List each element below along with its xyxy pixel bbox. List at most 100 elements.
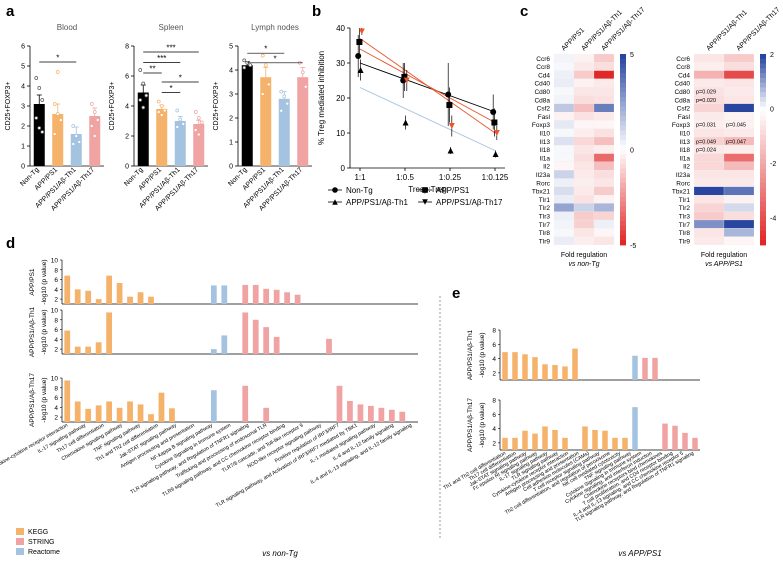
bar — [137, 292, 144, 304]
bar — [297, 77, 309, 166]
bar — [193, 124, 205, 166]
heatmap-row-label: Tlr3 — [539, 214, 551, 221]
heatmap-cell — [573, 87, 595, 96]
colorbar-segment — [760, 201, 766, 208]
row-label: APP/PS1/Aβ-Th1 — [29, 306, 36, 357]
y-axis-label: -log10 (p value) — [41, 309, 48, 354]
data-point — [193, 110, 198, 114]
bar — [85, 408, 92, 422]
data-point — [138, 98, 143, 102]
fit-line — [359, 87, 496, 151]
colorbar-segment — [620, 182, 626, 189]
heatmap-cell — [553, 153, 575, 163]
colorbar-segment — [760, 111, 766, 117]
data-point — [95, 118, 100, 122]
heatmap-cell — [573, 170, 595, 179]
heatmap-cell — [723, 211, 755, 221]
row-label: APP/PS1/Aβ-Th1 — [467, 329, 474, 380]
data-point — [74, 134, 79, 138]
data-point — [34, 76, 39, 80]
heatmap-cell — [723, 111, 755, 121]
y-tick-label: 2 — [492, 440, 496, 447]
x-tick-label: 1:0.5 — [396, 173, 414, 182]
caption: Fold regulation — [561, 252, 607, 259]
heatmap-cell — [723, 195, 755, 204]
significance-label: *** — [157, 54, 166, 63]
colorbar-segment — [760, 149, 766, 155]
data-point — [71, 124, 76, 128]
colorbar-segment — [620, 201, 626, 208]
bar — [278, 98, 290, 166]
data-point — [199, 120, 204, 125]
colorbar-segment — [760, 197, 766, 203]
heatmap-row-label: Cd8a — [534, 97, 550, 104]
heatmap-row-label: Tlr2 — [679, 205, 691, 212]
p-value: p=0.045 — [726, 123, 746, 129]
bar — [572, 348, 578, 380]
heatmap-cell — [553, 62, 575, 71]
marker-triangle-up — [402, 119, 409, 126]
bar — [137, 404, 144, 422]
heatmap-cell — [593, 203, 615, 212]
heatmap-cell — [693, 70, 725, 79]
p-value: p=0.024 — [696, 148, 716, 154]
colorbar-segment — [620, 92, 626, 98]
data-point — [279, 108, 284, 113]
marker-square — [491, 119, 498, 126]
bar — [64, 330, 71, 354]
heatmap-cell — [573, 128, 595, 138]
heatmap-row-label: Csf2 — [537, 106, 551, 113]
heatmap-cell — [693, 170, 725, 179]
bar — [64, 275, 71, 304]
legend-label: KEGG — [28, 529, 48, 536]
bar — [263, 407, 270, 422]
bar — [552, 430, 558, 450]
heatmap-cell — [593, 95, 615, 104]
caption: vs APP/PS1 — [705, 261, 743, 268]
bar — [85, 346, 92, 354]
x-axis-label: vs APP/PS1 — [618, 549, 661, 558]
heatmap-row-label: Il2 — [543, 164, 550, 171]
heatmap-cell — [693, 153, 725, 163]
heatmap-cell — [553, 70, 575, 79]
bar — [672, 425, 678, 450]
colorbar-segment — [620, 73, 626, 79]
y-tick-label: 6 — [54, 395, 58, 402]
p-value: p=0.049 — [696, 139, 716, 145]
heatmap-cell — [553, 120, 575, 129]
bar — [542, 426, 548, 450]
bar — [74, 401, 81, 422]
data-point — [159, 104, 164, 108]
heatmap-cell — [593, 161, 615, 171]
bar — [368, 405, 374, 422]
y-tick-label: 0 — [341, 164, 346, 173]
bar — [242, 312, 249, 354]
data-point — [144, 93, 149, 98]
colorbar-segment — [620, 130, 626, 136]
colorbar-segment — [760, 106, 766, 112]
y-tick-label: 40 — [336, 24, 345, 33]
colorbar-segment — [620, 149, 626, 155]
marker-square — [446, 102, 453, 108]
bar — [33, 104, 45, 166]
bar — [357, 404, 364, 422]
bar — [632, 355, 638, 380]
data-point — [77, 140, 82, 144]
colorbar-segment — [760, 120, 766, 127]
colorbar-tick-label: 0 — [630, 147, 634, 154]
data-point — [40, 130, 45, 134]
heatmap-cell — [573, 103, 595, 113]
heatmap-row-label: Rorc — [536, 180, 550, 187]
colorbar-segment — [760, 154, 766, 160]
heatmap-cell — [723, 62, 755, 71]
bar — [388, 409, 395, 422]
bar — [252, 284, 259, 304]
fit-line — [359, 62, 496, 113]
x-tick-label: 1:0.125 — [482, 173, 509, 182]
heatmap-cell — [723, 178, 755, 187]
heatmap-cell — [723, 186, 755, 196]
bar — [592, 430, 598, 450]
heatmap-cell — [553, 186, 575, 196]
y-tick-label: 2 — [125, 134, 129, 141]
